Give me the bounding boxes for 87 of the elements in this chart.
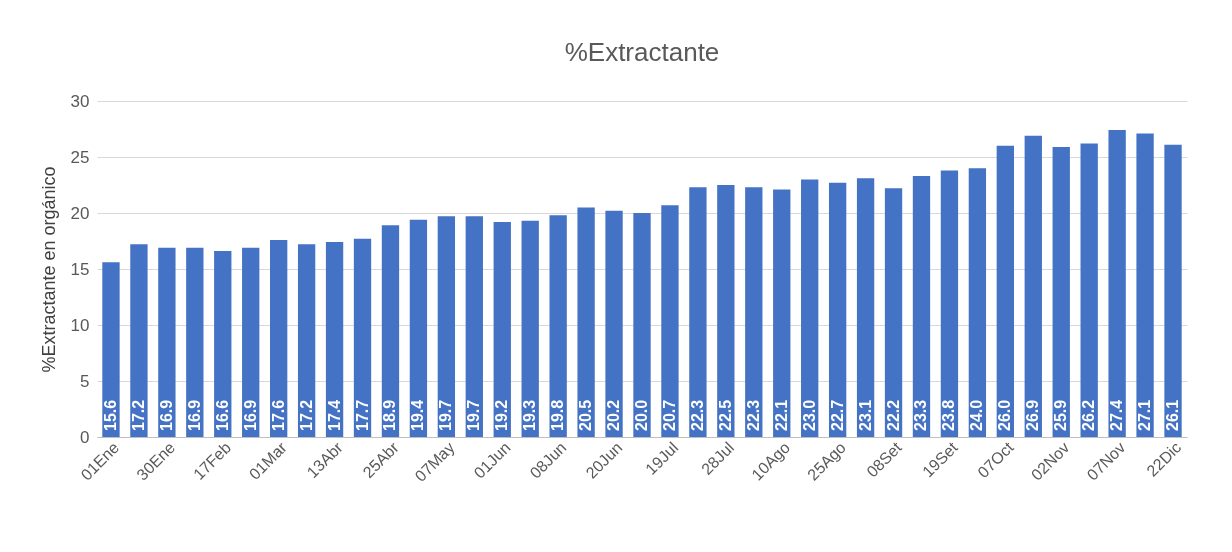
bar	[717, 185, 735, 437]
data-label: 20.0	[633, 399, 650, 431]
data-label: 19.7	[437, 399, 455, 431]
bar	[689, 187, 707, 437]
bar	[661, 205, 679, 437]
data-label: 26.1	[1164, 399, 1182, 431]
y-axis-title: %Extractante en orgánico	[38, 166, 59, 373]
data-label: 19.2	[493, 399, 511, 431]
bar	[521, 220, 539, 437]
data-label: 23.1	[856, 399, 874, 431]
bar	[1164, 144, 1182, 437]
bar	[1108, 130, 1126, 437]
data-label: 18.9	[381, 399, 399, 431]
bar	[437, 216, 456, 437]
bar	[856, 178, 875, 437]
y-tick-label: 30	[70, 91, 90, 111]
bar	[940, 170, 959, 437]
bar	[1024, 135, 1042, 437]
bar	[968, 168, 987, 437]
bar	[130, 244, 148, 437]
data-label: 17.2	[129, 399, 147, 431]
data-label: 16.9	[185, 399, 203, 431]
bar	[242, 247, 260, 437]
bar	[1136, 133, 1154, 437]
data-label: 23.8	[940, 399, 958, 431]
data-label: 26.9	[1024, 399, 1042, 431]
data-label: 20.5	[577, 399, 595, 431]
data-label: 19.4	[409, 399, 427, 431]
bar	[577, 207, 595, 437]
data-label: 25.9	[1052, 399, 1070, 431]
y-tick-label: 20	[70, 203, 90, 223]
bar	[773, 189, 791, 437]
y-tick-label: 0	[80, 427, 90, 447]
data-label: 16.9	[157, 399, 175, 431]
data-label: 20.7	[660, 399, 678, 431]
data-label: 23.0	[800, 399, 818, 431]
data-label: 22.5	[716, 399, 734, 431]
bar	[745, 187, 763, 437]
bar	[1080, 143, 1098, 437]
data-label: 26.0	[996, 399, 1014, 431]
bar	[270, 239, 288, 437]
data-label: 27.1	[1136, 399, 1154, 431]
bar	[633, 213, 651, 437]
data-label: 17.2	[297, 399, 315, 431]
data-label: 16.9	[241, 399, 259, 431]
chart-title: %Extractante	[564, 37, 720, 67]
data-label: 20.2	[605, 399, 623, 431]
y-tick-label: 25	[70, 147, 90, 167]
data-label: 22.3	[688, 399, 706, 431]
bar	[801, 179, 819, 437]
y-tick-label: 5	[80, 371, 90, 391]
data-label: 19.7	[465, 399, 483, 431]
bar	[186, 247, 204, 437]
bar	[381, 225, 400, 437]
data-label: 27.4	[1108, 399, 1126, 431]
bar	[325, 242, 344, 437]
bar	[102, 262, 120, 437]
bar	[493, 221, 511, 437]
bar	[297, 244, 316, 437]
bar	[549, 215, 567, 437]
bar	[996, 145, 1014, 437]
y-tick-label: 15	[70, 259, 90, 279]
data-label: 22.1	[772, 399, 790, 431]
bar	[884, 188, 903, 437]
data-label: 17.4	[325, 399, 343, 431]
data-label: 15.6	[101, 399, 119, 431]
data-label: 19.8	[549, 399, 567, 431]
bar	[912, 176, 931, 437]
y-tick-label: 10	[70, 315, 90, 335]
bar	[409, 219, 428, 437]
data-label: 22.7	[828, 399, 846, 431]
data-label: 26.2	[1080, 399, 1098, 431]
data-label: 23.3	[912, 399, 930, 431]
bar	[828, 182, 847, 437]
data-label: 22.2	[884, 399, 902, 431]
data-label: 19.3	[521, 399, 539, 431]
bar	[605, 210, 623, 437]
bar	[158, 247, 176, 437]
bar	[465, 216, 483, 437]
data-label: 17.7	[353, 399, 371, 431]
data-label: 24.0	[968, 399, 986, 431]
data-label: 17.6	[269, 399, 287, 431]
bar	[353, 238, 372, 437]
data-label: 22.3	[744, 399, 762, 431]
bar	[1052, 146, 1070, 437]
bar	[214, 251, 232, 437]
data-label: 16.6	[213, 399, 231, 431]
